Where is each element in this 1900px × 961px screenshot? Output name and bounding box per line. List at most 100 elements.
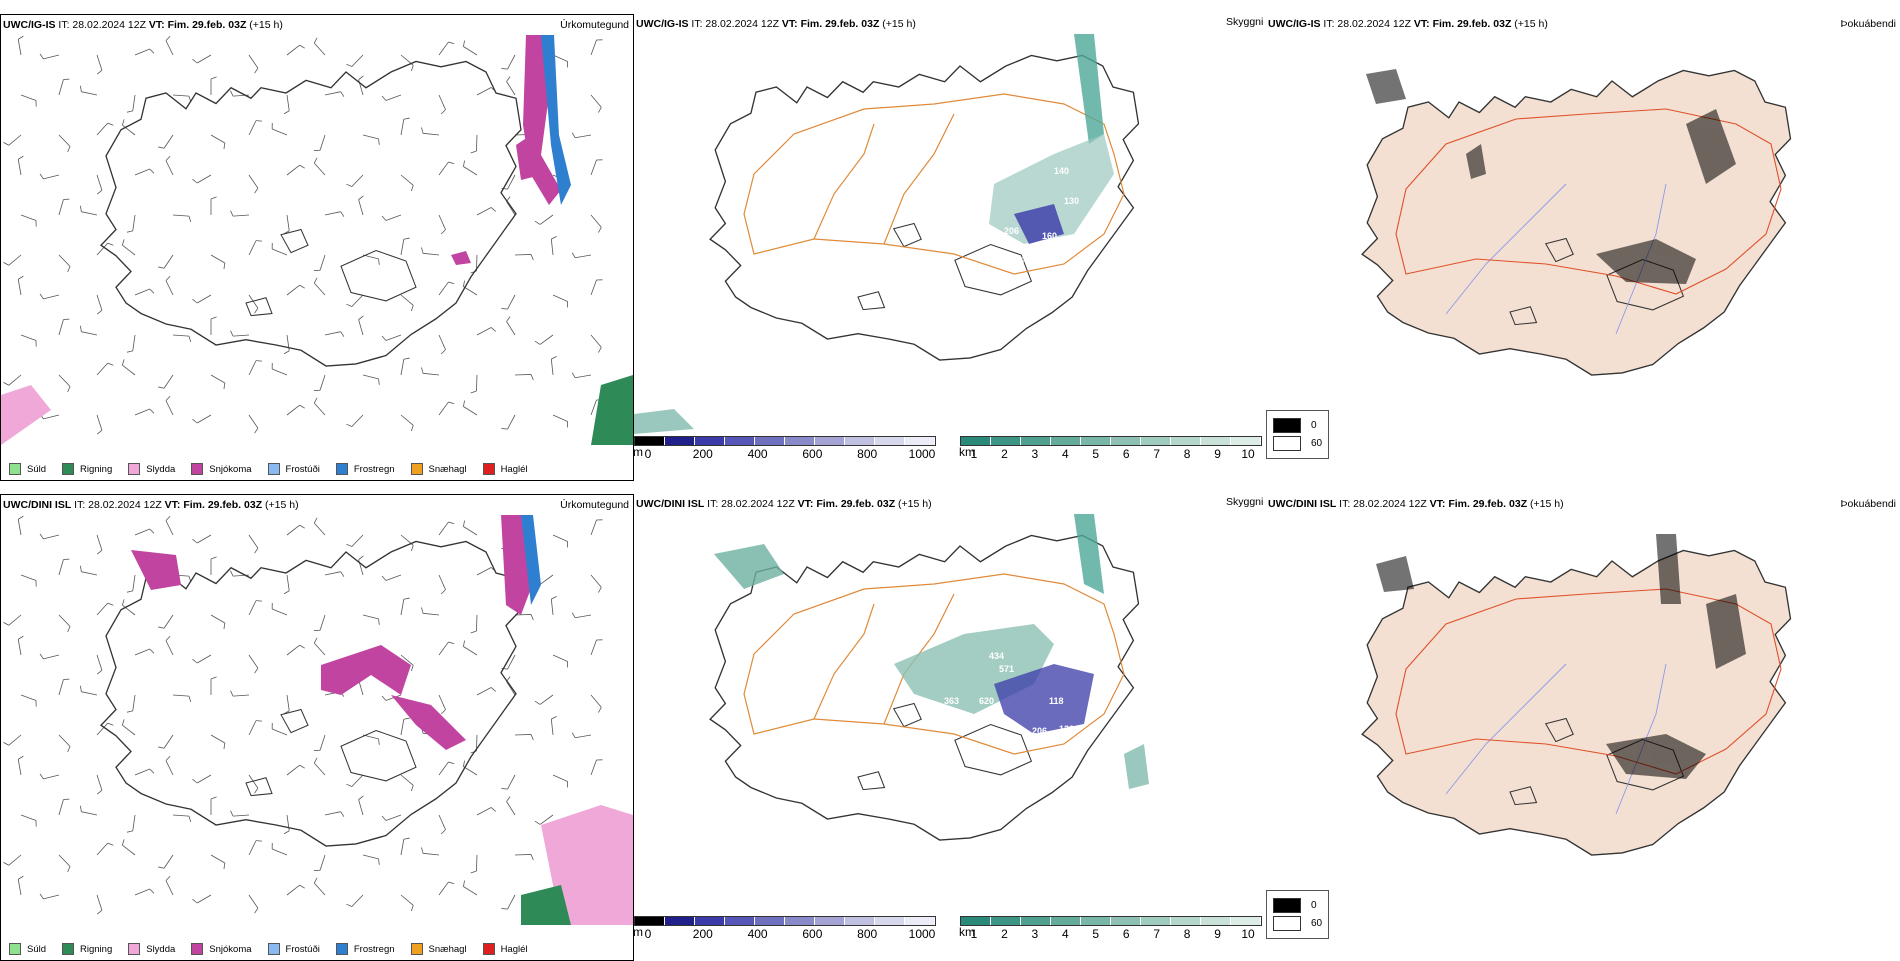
wind-barb [43,895,59,899]
legend-label: Súld [27,944,46,955]
wind-barb-flag [255,668,258,673]
wind-barb-flag [150,649,154,653]
wind-barb [122,605,135,615]
legend-swatch [268,943,280,955]
colorbar-tick-label: 6 [1123,927,1130,941]
wind-barb-flag [40,54,43,59]
wind-barb-flag [211,557,217,559]
colorbar-cell [1051,437,1081,445]
colorbar-cell [1201,917,1231,925]
wind-barb [133,815,135,831]
wind-barb-flag [531,734,533,740]
legend-item: Frostúði [268,463,320,475]
wind-barb-flag [158,627,164,628]
precip-title: Úrkomutegund [560,499,629,511]
snow-area [451,251,471,265]
legend-item: Súld [9,943,46,955]
wind-barb-flag [598,587,601,592]
wind-barb-flag [3,142,8,145]
wind-barb [325,92,341,95]
wind-barb [43,535,59,539]
wind-barb [21,95,36,100]
wind-barb [591,280,596,295]
visibility-value: 571 [999,664,1014,674]
wind-barb [59,375,70,387]
snow-area [131,550,181,590]
wind-barb [18,759,21,775]
wind-barb [81,332,97,335]
legend-label: Haglél [501,944,528,955]
wind-barb-flag [97,790,102,794]
wind-barb [386,215,401,220]
wind-barb-flag [300,405,305,408]
wind-barb-flag [379,619,380,625]
wind-barb [401,359,404,375]
wind-barb-flag [192,539,197,543]
wind-barb [591,575,601,587]
wind-barb [386,95,401,100]
colorbar-tick-label: 400 [748,447,768,461]
visibility-value: 620 [979,696,994,706]
wind-barb-flag [150,169,154,173]
wind-barb [249,601,256,615]
wind-barb [359,320,363,335]
wind-barb [97,363,108,375]
wind-barb-flag [404,238,410,239]
wind-barb-flag [150,49,154,53]
wind-barb [401,119,404,135]
fog-indicator-area [1376,556,1414,592]
wind-barb [540,575,553,584]
wind-barb-flag [122,239,124,245]
colorbar-cell [1081,917,1111,925]
colorbar-cells [634,436,936,446]
wind-barb-flag [224,383,225,389]
wind-barb-flag [127,351,133,352]
coastline [1362,551,1790,856]
legend-label: Slydda [146,464,175,475]
wind-barb-flag [68,387,71,392]
wind-barb-flag [255,908,258,913]
wind-barb [439,282,448,295]
wind-barb [591,695,601,707]
wind-barb-flag [359,796,364,800]
wind-barb [477,807,491,815]
wind-barb-flag [314,758,317,763]
wind-barb-flag [166,516,170,520]
wind-barb-flag [122,839,124,845]
wind-barb [551,719,553,735]
wind-barb [507,175,515,189]
wind-barb-flag [284,111,289,114]
wind-barb [423,613,439,615]
wind-barb-flag [411,65,413,71]
colorbar-cell [1171,917,1201,925]
wind-barb-flag [63,679,69,680]
wind-barb [463,647,477,655]
wind-barb [233,215,249,216]
wind-barb-flag [211,677,217,679]
wind-barb-flag [598,707,601,712]
wind-barb [9,615,21,625]
cloud-panel-row2: UWC/DINI ISL IT: 28.02.2024 12Z VT: Fim.… [1266,494,1898,959]
wind-barb [249,241,256,255]
colorbar-cell [725,437,755,445]
wind-barb-flag [502,788,508,789]
wind-barb [575,255,591,258]
wind-barb-flag [382,816,386,821]
colorbar-tick-label: 4 [1062,447,1069,461]
wind-barb-flag [491,687,496,691]
legend-label: Snæhagl [429,944,467,955]
cloud-legend-swatch [1273,898,1301,913]
wind-barb-flag [211,317,217,319]
wind-barb-flag [40,534,43,539]
wind-barb-flag [411,665,413,671]
wind-barb-flag [441,230,445,234]
wind-barb-flag [284,831,289,834]
wind-barb-flag [341,572,344,577]
wind-barb-flag [127,711,133,712]
wind-barb-flag [122,119,124,125]
wind-barb-flag [551,596,556,599]
cloud-legend-label: 60 [1311,918,1322,929]
wind-barb [314,763,325,775]
wind-barb-flag [150,529,154,533]
